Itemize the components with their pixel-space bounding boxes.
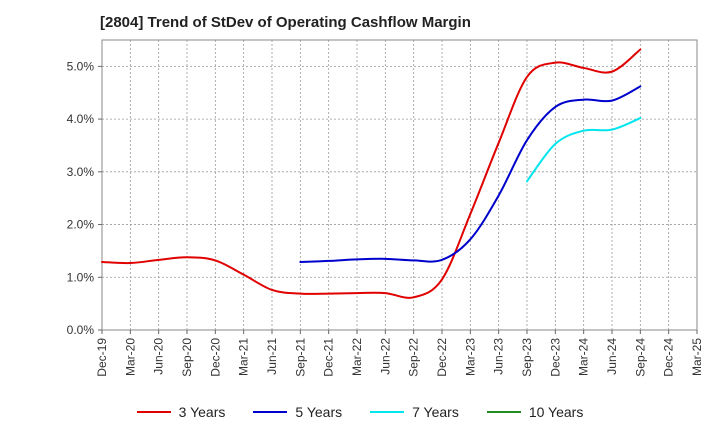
- y-tick-label: 3.0%: [67, 165, 95, 179]
- y-tick-label: 0.0%: [67, 323, 95, 337]
- y-tick-label: 2.0%: [67, 218, 95, 232]
- grid-layer: [101, 39, 698, 331]
- x-tick-label: Sep-21: [293, 338, 307, 377]
- legend-label-3-years: 3 Years: [178, 404, 226, 420]
- legend-swatch-7-years: [370, 411, 405, 413]
- legend-label-7-years: 7 Years: [412, 404, 459, 420]
- x-tick-label: Mar-23: [463, 338, 477, 376]
- x-tick-label: Jun-22: [378, 338, 392, 375]
- x-tick-label: Jun-24: [605, 338, 619, 375]
- chart-legend: 3 Years 5 Years 7 Years 10 Years: [0, 404, 720, 420]
- series-layer: [101, 48, 642, 299]
- x-tick-label: Dec-21: [322, 338, 336, 377]
- x-tick-label: Dec-20: [208, 338, 222, 377]
- plot-frame: [101, 39, 698, 331]
- x-tick-label: Sep-22: [407, 338, 421, 377]
- legend-swatch-3-years: [136, 411, 171, 413]
- x-tick-label: Dec-24: [662, 338, 676, 377]
- x-tick-label: Dec-22: [435, 338, 449, 377]
- legend-label-5-years: 5 Years: [295, 404, 343, 420]
- series-line-5-years: [299, 85, 642, 263]
- x-tick-label: Sep-23: [520, 338, 534, 377]
- legend-item-5-years: 5 Years: [253, 404, 342, 420]
- x-tick-label: Jun-21: [265, 338, 279, 375]
- legend-swatch-10-years: [486, 411, 521, 413]
- legend-item-3-years: 3 Years: [136, 404, 226, 420]
- x-tick-label: Sep-24: [633, 338, 647, 377]
- x-tick-label: Mar-21: [237, 338, 251, 376]
- axis-layer: Dec-19 Mar-20 Jun-20 Sep-20 Dec-20 Mar-21 Jun-…: [67, 59, 704, 376]
- y-tick-label: 5.0%: [67, 59, 95, 73]
- legend-item-7-years: 7 Years: [370, 404, 459, 420]
- y-tick-label: 4.0%: [67, 112, 95, 126]
- legend-swatch-5-years: [253, 411, 288, 413]
- legend-item-10-years: 10 Years: [486, 404, 584, 420]
- x-tick-label: Dec-23: [548, 338, 562, 377]
- x-tick-label: Jun-23: [492, 338, 506, 375]
- x-tick-label: Jun-20: [152, 338, 166, 375]
- x-tick-label: Mar-22: [350, 338, 364, 376]
- x-tick-label: Mar-20: [123, 338, 137, 376]
- legend-label-10-years: 10 Years: [528, 404, 584, 420]
- y-tick-label: 1.0%: [67, 270, 95, 284]
- series-line-3-years: [101, 48, 642, 299]
- x-tick-label: Mar-25: [690, 338, 704, 376]
- chart-title: [2804] Trend of StDev of Operating Cashf…: [100, 14, 471, 31]
- x-tick-label: Dec-19: [95, 338, 109, 377]
- series-line-7-years: [526, 117, 642, 183]
- x-tick-label: Sep-20: [180, 338, 194, 377]
- x-tick-label: Mar-24: [577, 338, 591, 376]
